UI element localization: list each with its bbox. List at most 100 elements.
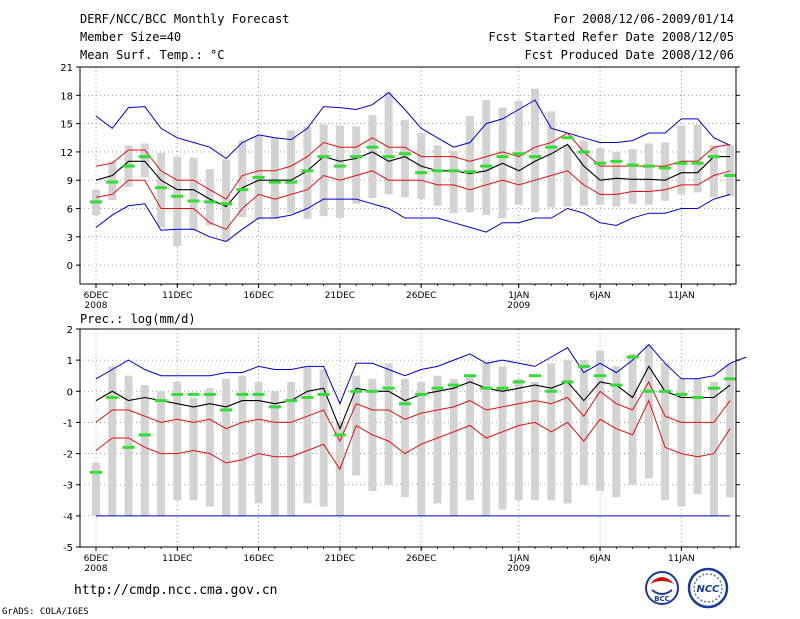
temp-xtick-year: 2009 [507, 301, 530, 311]
temp-range-box [368, 115, 377, 199]
precip-obs-marker [236, 392, 249, 396]
temp-xtick-label: 21DEC [325, 291, 355, 301]
temp-obs-marker [187, 199, 200, 203]
temp-obs-marker [431, 169, 444, 173]
precip-range-box [238, 375, 247, 516]
precip-obs-marker [447, 383, 460, 387]
precip-range-box [531, 381, 540, 501]
temp-inner-low-line [95, 170, 731, 230]
temp-inner-high-line [95, 132, 731, 200]
precip-obs-marker [382, 386, 395, 390]
precip-ytick-label: 1 [67, 356, 73, 367]
precip-obs-marker [415, 392, 428, 396]
temp-range-box [579, 140, 588, 206]
temp-ytick-label: 0 [67, 261, 73, 272]
temp-obs-marker [155, 186, 168, 190]
temp-obs-marker [138, 155, 151, 159]
precip-range-box [92, 462, 100, 516]
bcc-logo-text: BCC [654, 595, 670, 603]
precip-obs-marker [659, 389, 672, 393]
precip-obs-marker [171, 392, 184, 396]
precip-range-box [514, 378, 523, 501]
bcc-logo-arc [651, 589, 673, 595]
precip-range-box [287, 381, 296, 516]
temp-ytick-label: 15 [60, 120, 73, 131]
bcc-logo: BCC [645, 571, 679, 605]
precip-range-box [222, 378, 231, 516]
temp-obs-marker [90, 200, 102, 204]
temp-xtick-label: 6JAN [589, 291, 610, 301]
precip-ytick-label: -2 [63, 450, 73, 461]
temp-mean-line [95, 143, 731, 208]
precip-obs-marker [463, 374, 476, 378]
temp-obs-marker [382, 155, 395, 159]
temp-range-box [677, 125, 686, 195]
precip-range-box [108, 366, 117, 516]
temp-ytick-label: 21 [60, 63, 73, 74]
precip-range-box [417, 381, 426, 516]
temp-obs-marker [642, 164, 655, 168]
precip-obs-marker [545, 389, 558, 393]
temp-range-box [173, 156, 182, 247]
temp-obs-marker [398, 152, 411, 156]
temp-range-box [693, 124, 702, 193]
temp-obs-marker [317, 155, 330, 159]
precip-obs-marker [561, 380, 574, 384]
temp-range-box [205, 168, 214, 226]
temp-xtick-label: 26DEC [406, 291, 436, 301]
precip-obs-marker [285, 399, 298, 403]
precip-xtick-label: 11JAN [668, 554, 695, 564]
precip-obs-marker [122, 445, 135, 449]
temp-obs-marker [594, 161, 607, 165]
temp-range-box [303, 126, 312, 219]
precip-obs-marker [155, 399, 168, 403]
temp-range-box [449, 150, 458, 214]
temp-obs-marker [285, 180, 298, 184]
temp-xtick-label: 11JAN [668, 291, 695, 301]
precip-obs-marker [691, 396, 704, 400]
precip-range-box [709, 381, 718, 516]
temp-obs-marker [545, 145, 558, 149]
temp-range-box [547, 111, 556, 208]
forecast-period: For 2008/12/06-2009/01/14 [553, 12, 734, 26]
temp-obs-marker [333, 164, 346, 168]
forecast-produced-date: Fcst Produced Date 2008/12/06 [524, 48, 734, 62]
temp-range-box [644, 143, 653, 205]
temp-obs-marker [203, 200, 216, 204]
precip-ytick-label: -1 [63, 418, 73, 429]
precip-xtick-label: 6DEC [84, 554, 109, 564]
temp-obs-marker [301, 169, 314, 173]
temp-range-box [319, 124, 328, 217]
precip-frame [79, 328, 737, 548]
temp-obs-marker [252, 175, 265, 179]
temp-obs-marker [220, 202, 233, 206]
precip-ytick-label: 2 [67, 325, 73, 336]
precip-xtick-year: 2008 [85, 564, 108, 574]
temp-range-box [709, 145, 718, 198]
bcc-logo-swoosh [650, 577, 674, 584]
temp-obs-marker [480, 164, 493, 168]
temp-obs-marker [268, 180, 281, 184]
temp-obs-marker [659, 166, 672, 170]
precip-range-box [644, 344, 653, 479]
chart-title: DERF/NCC/BCC Monthly Forecast [80, 12, 290, 26]
precip-xtick-label: 26DEC [406, 554, 436, 564]
source-url[interactable]: http://cmdp.ncc.cma.gov.cn [74, 583, 278, 598]
temp-xtick-label: 6DEC [84, 291, 109, 301]
temp-ytick-label: 9 [67, 176, 73, 187]
member-size: Member Size=40 [80, 30, 182, 44]
temp-range-box [628, 149, 637, 204]
ncc-logo-ring [687, 567, 729, 609]
temp-outer-high-line [95, 91, 731, 160]
precip-obs-marker [350, 389, 363, 393]
ncc-logo: NCC [687, 567, 729, 609]
temp-range-box [465, 116, 474, 213]
precip-range-box [319, 369, 328, 507]
temp-obs-marker [512, 152, 525, 156]
precip-range-box [400, 378, 409, 498]
precip-range-box [726, 363, 735, 498]
temp-obs-marker [236, 188, 249, 192]
precip-ytick-label: 0 [67, 387, 73, 398]
